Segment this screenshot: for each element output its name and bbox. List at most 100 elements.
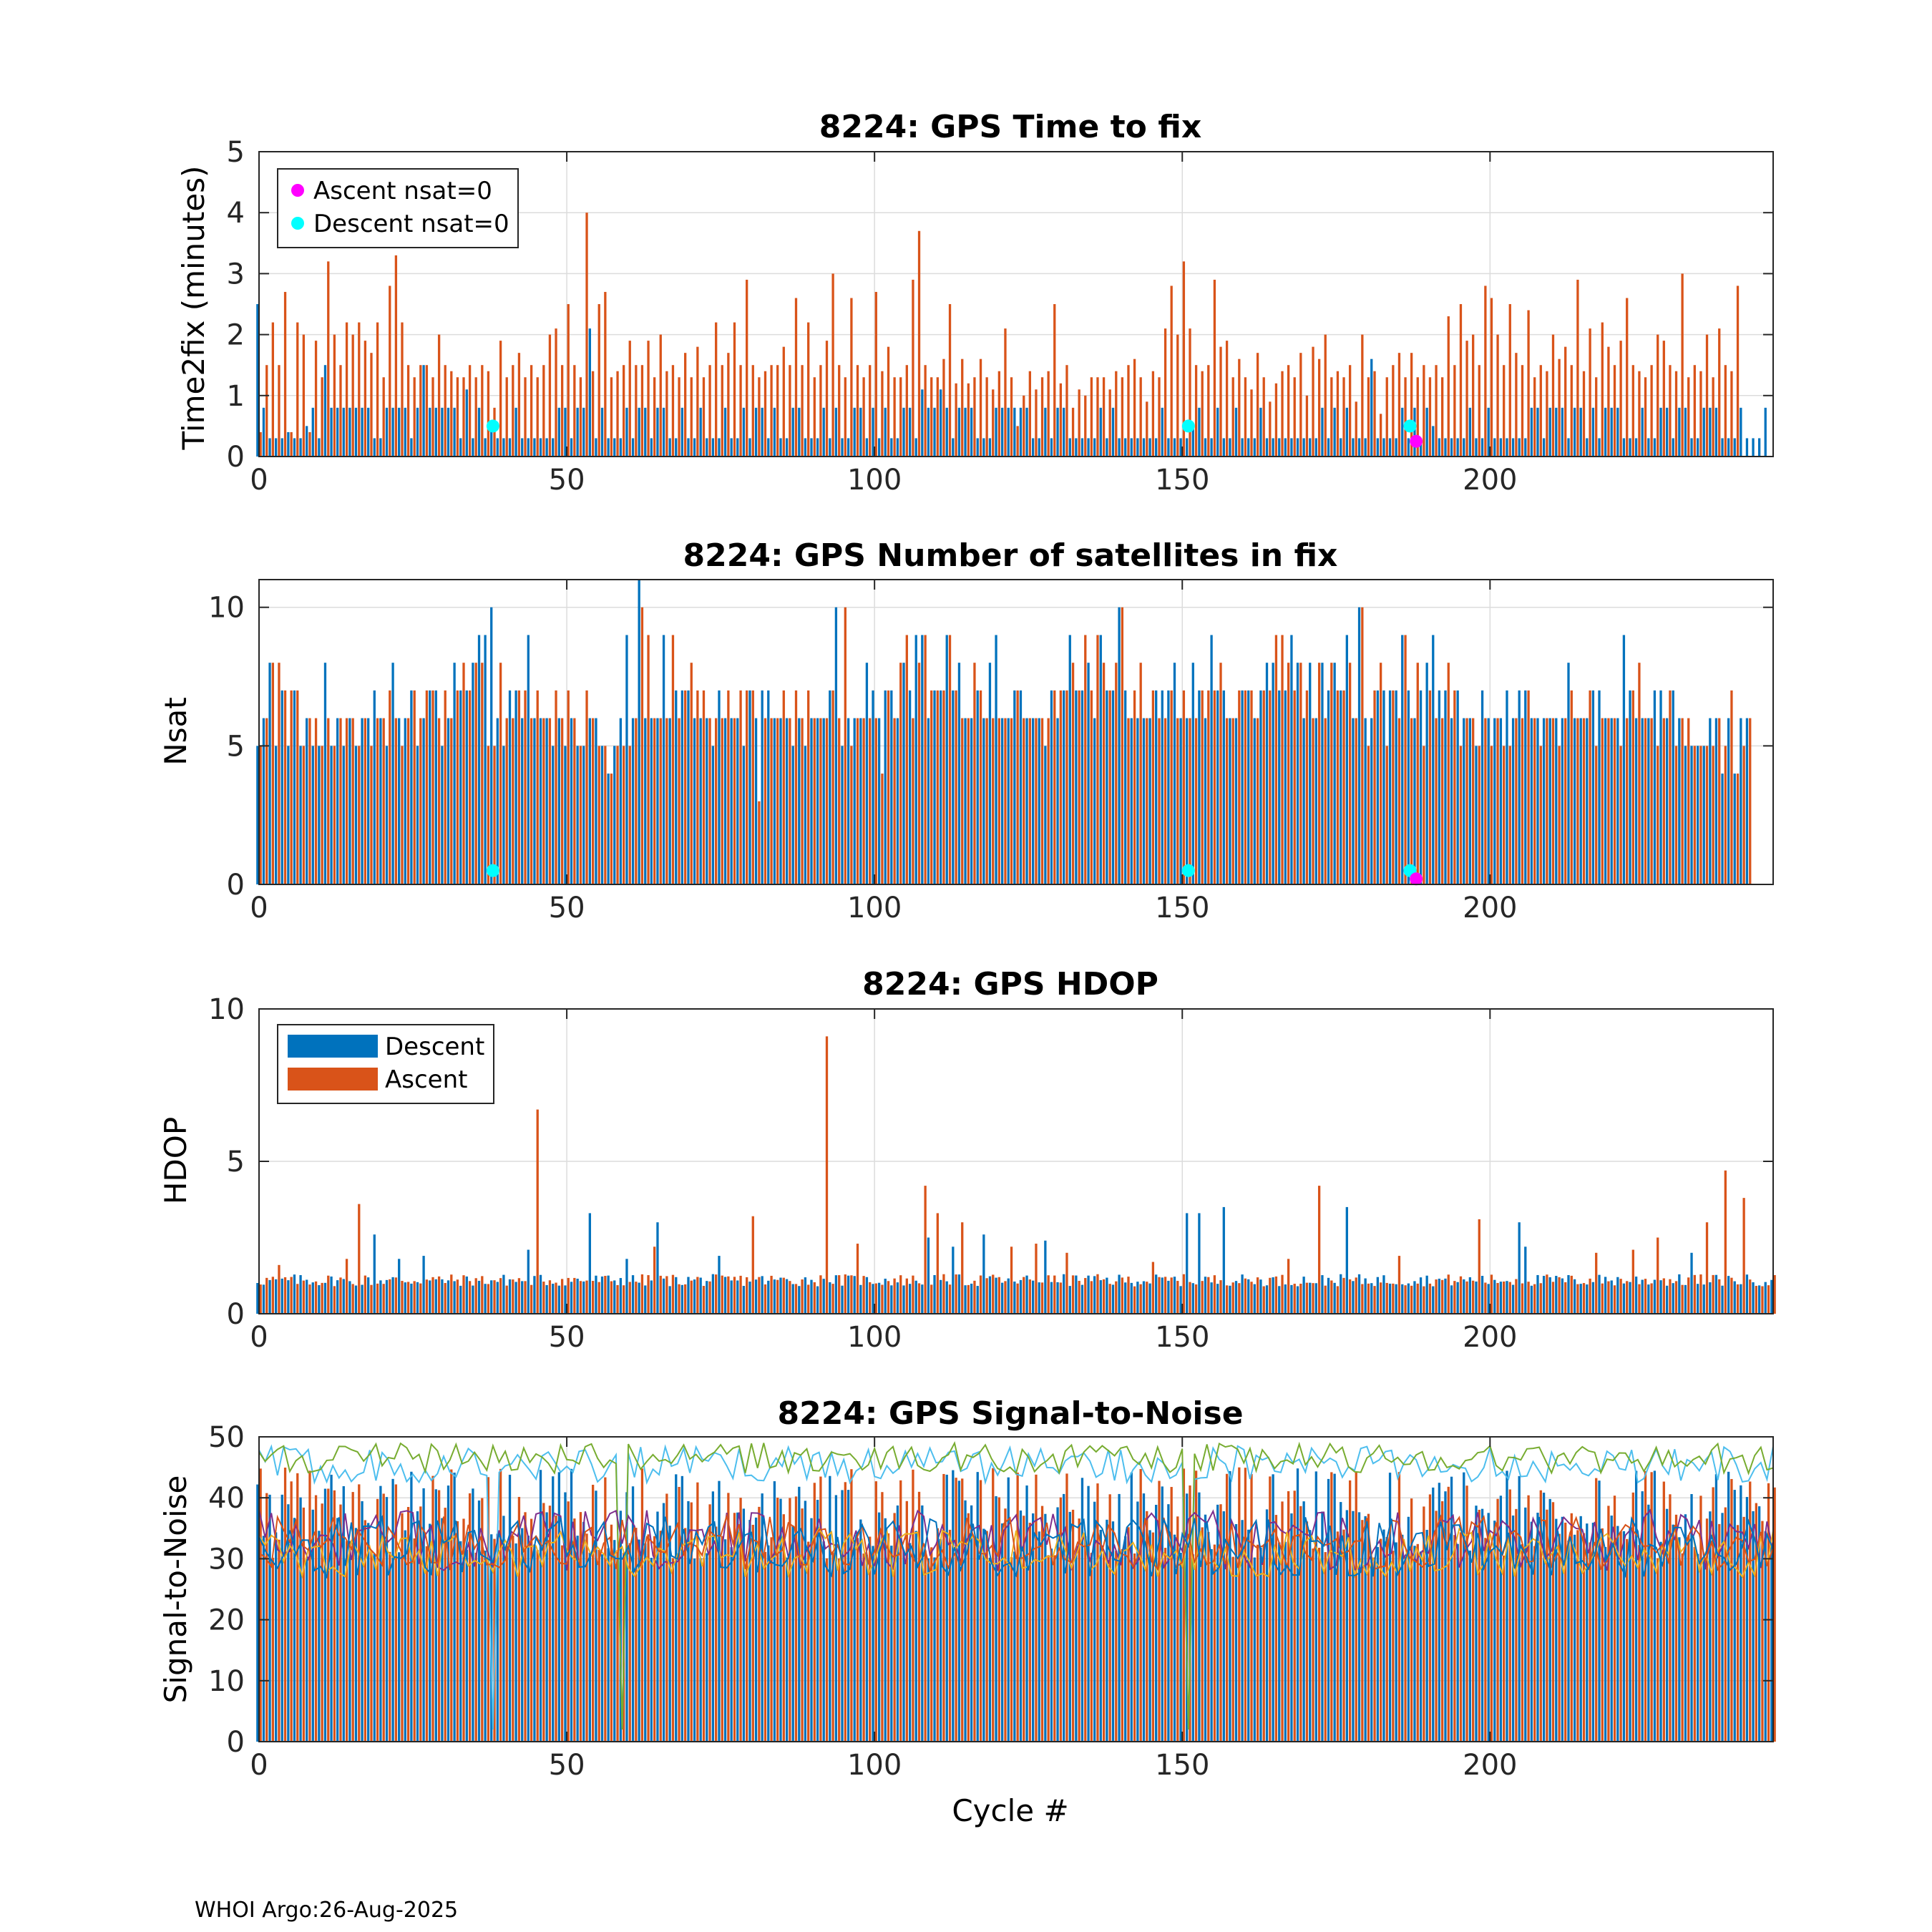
bar-descent	[1124, 1536, 1127, 1742]
bar-descent	[982, 438, 985, 457]
bar-descent	[1173, 663, 1176, 884]
bar-descent	[1229, 1285, 1231, 1314]
bar-ascent	[278, 1264, 280, 1314]
bar-ascent	[271, 663, 275, 884]
bar-ascent	[1287, 365, 1290, 457]
bar-descent	[299, 1275, 302, 1314]
bar-descent	[810, 438, 813, 457]
bar-descent	[342, 1485, 345, 1742]
bar-descent	[1370, 718, 1373, 884]
bar-descent	[1142, 1493, 1146, 1742]
bar-descent	[877, 718, 881, 884]
bar-descent	[995, 407, 997, 457]
bar-ascent	[1589, 328, 1591, 457]
bar-ascent	[1527, 1495, 1530, 1742]
bar-ascent	[517, 1496, 521, 1742]
x-tick-label: 150	[1155, 1321, 1209, 1354]
bar-descent	[1456, 690, 1459, 884]
bar-ascent	[1693, 365, 1696, 457]
bar-ascent	[1533, 377, 1536, 457]
bar-ascent	[905, 365, 908, 457]
bar-ascent	[327, 1275, 330, 1314]
bar-descent	[1093, 1501, 1096, 1742]
bar-ascent	[1035, 718, 1038, 884]
bar-ascent	[1299, 1283, 1302, 1314]
bar-ascent	[838, 1275, 841, 1314]
bar-ascent	[776, 1279, 779, 1314]
bar-descent	[410, 690, 413, 884]
bar-descent	[1186, 1213, 1189, 1314]
bar-descent	[1278, 1286, 1281, 1314]
bar-descent	[1229, 1470, 1231, 1742]
bar-descent	[877, 1282, 881, 1314]
bar-descent	[1647, 1284, 1650, 1314]
bar-descent	[576, 1279, 579, 1314]
bar-ascent	[1503, 365, 1506, 457]
bar-ascent	[739, 1275, 742, 1314]
bar-descent	[1118, 1493, 1121, 1742]
bar-descent	[1204, 1277, 1207, 1314]
bar-descent	[1561, 1278, 1564, 1314]
bar-descent	[459, 438, 462, 457]
bar-ascent	[1478, 365, 1480, 457]
bar-ascent	[1539, 746, 1542, 884]
bar-descent	[287, 1280, 290, 1314]
bar-descent	[429, 407, 431, 457]
bar-descent	[564, 407, 567, 457]
bar-descent	[336, 407, 339, 457]
bar-ascent	[339, 718, 342, 884]
bar-ascent	[881, 774, 884, 884]
bar-descent	[1487, 1513, 1490, 1742]
bar-ascent	[1416, 663, 1419, 884]
bar-descent	[1591, 1523, 1595, 1742]
bar-descent	[508, 438, 512, 457]
bar-descent	[1259, 690, 1262, 884]
bar-ascent	[1767, 1285, 1770, 1314]
bar-ascent	[924, 1550, 927, 1742]
bar-descent	[1241, 690, 1244, 884]
bar-ascent	[560, 1279, 564, 1314]
bar-ascent	[899, 1480, 902, 1742]
bar-ascent	[948, 304, 952, 457]
snr-line-2	[258, 1440, 1774, 1730]
bar-ascent	[542, 1282, 545, 1314]
bar-descent	[434, 1489, 437, 1742]
bar-ascent	[1090, 1553, 1093, 1742]
bar-ascent	[327, 718, 330, 884]
bar-descent	[662, 635, 665, 884]
bar-ascent	[665, 1276, 668, 1314]
bar-descent	[1247, 438, 1250, 457]
bar-ascent	[1392, 1551, 1395, 1742]
bar-descent	[638, 1282, 640, 1314]
bar-ascent	[585, 1533, 588, 1742]
bar-descent	[921, 1284, 924, 1314]
bar-ascent	[1213, 690, 1216, 884]
bar-descent	[742, 1508, 746, 1742]
bar-ascent	[425, 365, 429, 457]
bar-ascent	[1773, 1487, 1776, 1742]
bar-ascent	[831, 690, 834, 884]
bar-ascent	[389, 1551, 391, 1742]
bar-ascent	[308, 1470, 311, 1742]
bar-descent	[570, 438, 573, 457]
bar-descent	[1598, 1274, 1601, 1314]
bar-descent	[1714, 718, 1718, 884]
bar-descent	[687, 1277, 690, 1314]
bar-descent	[582, 1521, 585, 1742]
bar-descent	[865, 663, 869, 884]
bar-descent	[693, 438, 696, 457]
bar-ascent	[1435, 1511, 1438, 1742]
bar-descent	[988, 1557, 992, 1742]
bar-ascent	[493, 746, 496, 884]
bar-descent	[545, 438, 548, 457]
bar-ascent	[813, 377, 816, 457]
bar-descent	[1548, 1277, 1551, 1314]
bar-ascent	[696, 346, 699, 457]
bar-ascent	[560, 718, 564, 884]
bar-descent	[1450, 718, 1453, 884]
bar-descent	[1425, 663, 1428, 884]
bar-ascent	[1749, 1481, 1752, 1742]
bar-descent	[1032, 438, 1035, 457]
bar-ascent	[1312, 1283, 1314, 1314]
bar-descent	[687, 690, 690, 884]
